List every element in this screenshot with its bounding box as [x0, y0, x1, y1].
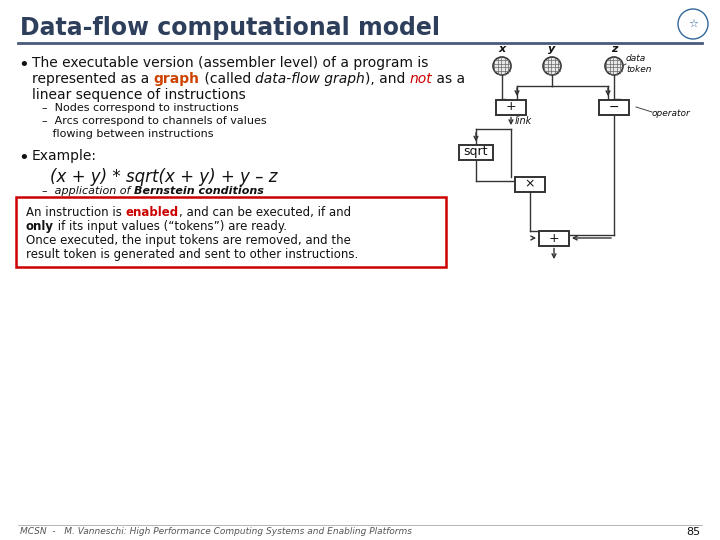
Text: •: • [18, 149, 29, 167]
Text: MCSN  -   M. Vanneschi: High Performance Computing Systems and Enabling Platform: MCSN - M. Vanneschi: High Performance Co… [20, 527, 412, 536]
Text: –  application of: – application of [42, 186, 134, 196]
Text: z: z [611, 44, 617, 54]
Text: operator: operator [652, 110, 690, 118]
Text: represented as a: represented as a [32, 72, 153, 86]
Text: –  Nodes correspond to instructions: – Nodes correspond to instructions [42, 103, 239, 113]
Text: −: − [608, 100, 619, 113]
Text: 85: 85 [686, 527, 700, 537]
Text: data-flow graph: data-flow graph [256, 72, 365, 86]
Text: data
token: data token [626, 55, 652, 73]
Text: not: not [410, 72, 433, 86]
Text: sqrt: sqrt [464, 145, 488, 159]
Text: flowing between instructions: flowing between instructions [42, 129, 214, 139]
Text: ☆: ☆ [688, 19, 698, 29]
Text: ×: × [525, 178, 535, 191]
FancyBboxPatch shape [496, 99, 526, 114]
Text: y: y [549, 44, 556, 54]
Text: ), and: ), and [365, 72, 410, 86]
Text: Bernstein conditions: Bernstein conditions [134, 186, 264, 196]
Text: result token is generated and sent to other instructions.: result token is generated and sent to ot… [26, 248, 359, 261]
Text: •: • [18, 56, 29, 74]
Text: (x + y) * sqrt(x + y) + y – z: (x + y) * sqrt(x + y) + y – z [50, 168, 277, 186]
FancyBboxPatch shape [515, 177, 545, 192]
Circle shape [543, 57, 561, 75]
Text: only: only [26, 220, 54, 233]
Text: , and can be executed, if and: , and can be executed, if and [179, 206, 351, 219]
Text: link: link [515, 116, 532, 126]
Text: An instruction is: An instruction is [26, 206, 125, 219]
Text: enabled: enabled [125, 206, 179, 219]
Text: +: + [505, 100, 516, 113]
Text: Example:: Example: [32, 149, 97, 163]
Circle shape [493, 57, 511, 75]
Text: (called: (called [199, 72, 256, 86]
Text: Data-flow computational model: Data-flow computational model [20, 16, 440, 40]
FancyBboxPatch shape [16, 197, 446, 267]
Text: The executable version (assembler level) of a program is: The executable version (assembler level)… [32, 56, 428, 70]
Text: Once executed, the input tokens are removed, and the: Once executed, the input tokens are remo… [26, 234, 351, 247]
FancyBboxPatch shape [599, 99, 629, 114]
Text: x: x [498, 44, 505, 54]
Text: if its input values (“tokens”) are ready.: if its input values (“tokens”) are ready… [54, 220, 287, 233]
FancyBboxPatch shape [459, 145, 493, 159]
Text: as a: as a [433, 72, 466, 86]
Text: graph: graph [153, 72, 199, 86]
Text: –  Arcs correspond to channels of values: – Arcs correspond to channels of values [42, 116, 266, 126]
Circle shape [605, 57, 623, 75]
Text: linear sequence of instructions: linear sequence of instructions [32, 88, 246, 102]
FancyBboxPatch shape [539, 231, 569, 246]
Text: +: + [549, 232, 559, 245]
